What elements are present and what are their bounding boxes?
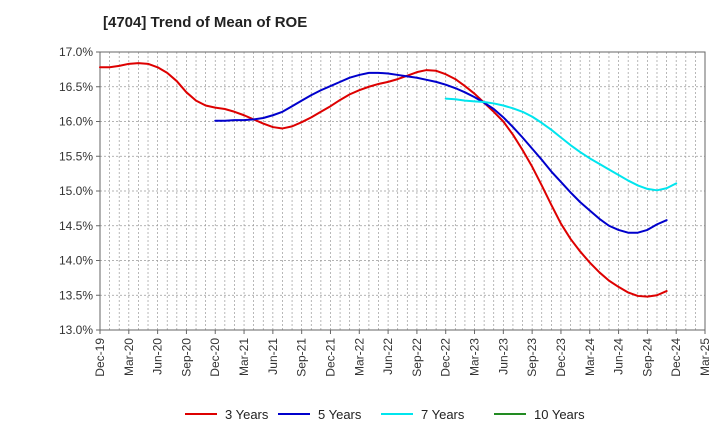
x-tick-label: Jun-21 [266, 338, 280, 375]
x-tick-label: Dec-21 [323, 338, 337, 377]
x-tick-label: Mar-24 [583, 338, 597, 376]
y-tick-label: 17.0% [59, 45, 93, 59]
x-tick-label: Dec-24 [669, 338, 683, 377]
x-tick-label: Dec-19 [93, 338, 107, 377]
series-line-3-years [99, 62, 668, 298]
y-tick-label: 14.0% [59, 254, 93, 268]
x-tick-label: Dec-22 [439, 338, 453, 377]
y-tick-label: 15.0% [59, 184, 93, 198]
x-tick-label: Dec-20 [208, 338, 222, 377]
x-tick-label: Jun-24 [612, 338, 626, 375]
legend-label: 7 Years [421, 407, 465, 422]
x-tick-label: Sep-21 [295, 338, 309, 377]
x-tick-label: Sep-20 [179, 338, 193, 377]
series-line-5-years [214, 71, 668, 234]
x-tick-label: Dec-23 [554, 338, 568, 377]
legend-label: 10 Years [534, 407, 585, 422]
y-tick-label: 13.0% [59, 323, 93, 337]
x-tick-label: Jun-22 [381, 338, 395, 375]
y-tick-label: 15.5% [59, 149, 93, 163]
chart-title: [4704] Trend of Mean of ROE [103, 14, 308, 31]
legend-label: 5 Years [318, 407, 362, 422]
x-tick-label: Jun-23 [496, 338, 510, 375]
y-tick-label: 13.5% [59, 288, 93, 302]
x-tick-label: Mar-25 [698, 338, 712, 376]
x-tick-label: Jun-20 [151, 338, 165, 375]
x-tick-label: Mar-21 [237, 338, 251, 376]
y-tick-label: 16.0% [59, 115, 93, 129]
x-tick-label: Sep-24 [640, 338, 654, 377]
x-tick-label: Mar-22 [352, 338, 366, 376]
legend-label: 3 Years [225, 407, 269, 422]
x-tick-label: Mar-20 [122, 338, 136, 376]
y-tick-label: 14.5% [59, 219, 93, 233]
series-line-7-years [444, 97, 678, 192]
x-tick-label: Sep-22 [410, 338, 424, 377]
y-tick-label: 16.5% [59, 80, 93, 94]
plot-area [100, 52, 705, 330]
x-tick-label: Sep-23 [525, 338, 539, 377]
x-tick-label: Mar-23 [468, 338, 482, 376]
